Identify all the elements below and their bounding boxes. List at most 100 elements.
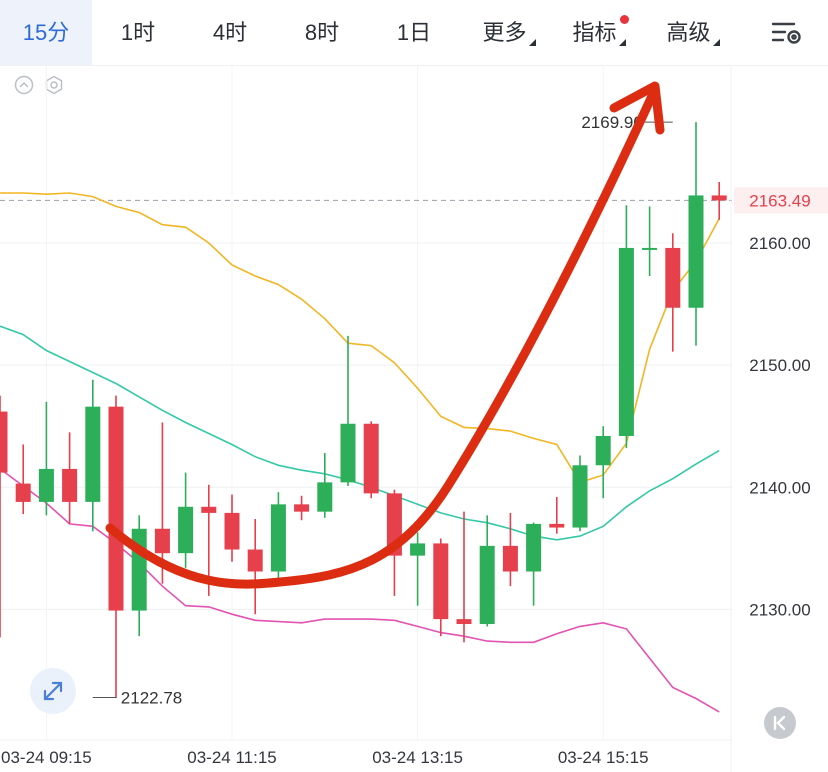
candle-body bbox=[154, 528, 170, 554]
y-tick-label: 2160.00 bbox=[749, 234, 810, 253]
candle-body bbox=[270, 504, 286, 572]
candle-down bbox=[363, 421, 379, 499]
candle-body bbox=[15, 483, 31, 502]
candle-up bbox=[410, 532, 426, 606]
notification-dot-icon bbox=[620, 15, 629, 24]
dropdown-triangle-icon bbox=[618, 39, 626, 46]
candle-body bbox=[595, 435, 611, 466]
collapse-up-icon[interactable] bbox=[14, 75, 34, 95]
candle-down bbox=[224, 494, 240, 562]
candle-up bbox=[38, 401, 54, 516]
dropdown-triangle-icon bbox=[528, 39, 536, 46]
tab-1h[interactable]: 1时 bbox=[120, 20, 156, 45]
candle-body bbox=[62, 468, 78, 502]
indicator-dropdown[interactable]: 指标 bbox=[554, 0, 644, 65]
candle-body bbox=[642, 247, 658, 250]
x-tick-label: 03-24 15:15 bbox=[558, 748, 649, 767]
candle-up bbox=[572, 455, 588, 532]
candle-body bbox=[317, 482, 333, 512]
candle-up bbox=[688, 122, 704, 346]
candle-body bbox=[201, 506, 217, 513]
candle-down bbox=[711, 181, 727, 220]
candle-down bbox=[456, 511, 472, 643]
dropdown-triangle-icon bbox=[712, 39, 720, 46]
tab-15min[interactable]: 15分 bbox=[0, 0, 92, 65]
candle-down bbox=[0, 395, 8, 638]
candle-body bbox=[294, 504, 310, 512]
candle-down bbox=[108, 395, 124, 698]
current-price-label: 2163.49 bbox=[749, 191, 810, 210]
advanced-dropdown[interactable]: 高级 bbox=[648, 0, 738, 65]
y-tick-label: 2140.00 bbox=[749, 478, 810, 497]
y-tick-label: 2130.00 bbox=[749, 600, 810, 619]
candle-down bbox=[62, 432, 78, 524]
tab-4h[interactable]: 4时 bbox=[212, 20, 248, 45]
x-tick-label: 03-24 13:15 bbox=[372, 748, 463, 767]
price-axis: 2160.00 2150.00 2140.00 2130.00 2163.49 bbox=[730, 66, 828, 772]
candle-body bbox=[410, 543, 426, 556]
candle-body bbox=[85, 406, 101, 502]
high-price-label: 2169.90 bbox=[581, 113, 642, 132]
scroll-to-latest-button[interactable] bbox=[764, 707, 796, 739]
trend-arrow-head-icon bbox=[609, 81, 665, 135]
candle-up bbox=[618, 205, 634, 449]
tab-1d[interactable]: 1日 bbox=[396, 20, 432, 45]
x-tick-label: 03-24 09:15 bbox=[1, 748, 92, 767]
candle-body bbox=[479, 545, 495, 625]
candle-body bbox=[108, 406, 124, 611]
candle-body bbox=[178, 506, 194, 554]
candle-body bbox=[340, 423, 356, 483]
candle-down bbox=[549, 497, 565, 534]
candle-down bbox=[433, 538, 449, 637]
expand-arrows-icon bbox=[43, 681, 63, 701]
chart-settings-icon bbox=[771, 22, 801, 44]
candle-body bbox=[433, 543, 449, 620]
candle-down bbox=[15, 444, 31, 515]
candle-body bbox=[572, 465, 588, 528]
indicator-label: 指标 bbox=[572, 20, 617, 45]
annotations: 2169.90 2122.78 bbox=[92, 113, 673, 708]
candle-up bbox=[178, 472, 194, 568]
y-tick-label: 2150.00 bbox=[749, 356, 810, 375]
time-axis: 03-24 09:15 03-24 11:15 03-24 13:15 03-2… bbox=[0, 739, 732, 767]
scroll-to-latest-icon bbox=[773, 715, 786, 731]
candle-up bbox=[85, 379, 101, 532]
candle-up bbox=[270, 492, 286, 578]
ma-slow-line bbox=[0, 468, 720, 713]
candle-body bbox=[38, 468, 54, 502]
candle-down bbox=[502, 512, 518, 587]
candle-body bbox=[0, 411, 8, 473]
candle-up bbox=[479, 515, 495, 627]
expand-button[interactable] bbox=[30, 668, 76, 714]
candle-body bbox=[665, 247, 681, 308]
candle-down bbox=[665, 233, 681, 352]
candle-body bbox=[502, 545, 518, 572]
candle-body bbox=[618, 247, 634, 436]
candle-body bbox=[363, 423, 379, 494]
low-price-label: 2122.78 bbox=[121, 689, 182, 708]
more-dropdown[interactable]: 更多 bbox=[464, 0, 554, 65]
candle-up bbox=[526, 522, 542, 606]
candle-down bbox=[154, 422, 170, 584]
trend-arrow-curve bbox=[105, 91, 657, 589]
current-price-tag bbox=[734, 187, 828, 214]
candle-body bbox=[456, 619, 472, 625]
candle-body bbox=[224, 512, 240, 550]
candle-up bbox=[595, 426, 611, 499]
advanced-label: 高级 bbox=[666, 20, 711, 45]
more-label: 更多 bbox=[482, 20, 527, 45]
candle-up bbox=[340, 335, 356, 487]
candlestick-chart[interactable]: 2169.90 2122.78 2160.00 2150.00 2140.00 … bbox=[0, 66, 828, 772]
x-gridlines bbox=[45, 66, 604, 740]
candle-body bbox=[688, 195, 704, 308]
candle-down bbox=[247, 518, 263, 615]
tab-8h[interactable]: 8时 bbox=[304, 20, 340, 45]
moving-average-lines bbox=[0, 192, 720, 713]
x-tick-label: 03-24 11:15 bbox=[187, 748, 276, 767]
candle-down bbox=[294, 495, 310, 521]
chart-settings-button[interactable] bbox=[770, 18, 804, 48]
candles bbox=[0, 122, 727, 698]
timeframe-toolbar: 15分 1时 4时 8时 1日 更多 指标 高级 bbox=[0, 0, 828, 66]
trend-arrow bbox=[105, 81, 665, 589]
candle-up bbox=[317, 453, 333, 518]
